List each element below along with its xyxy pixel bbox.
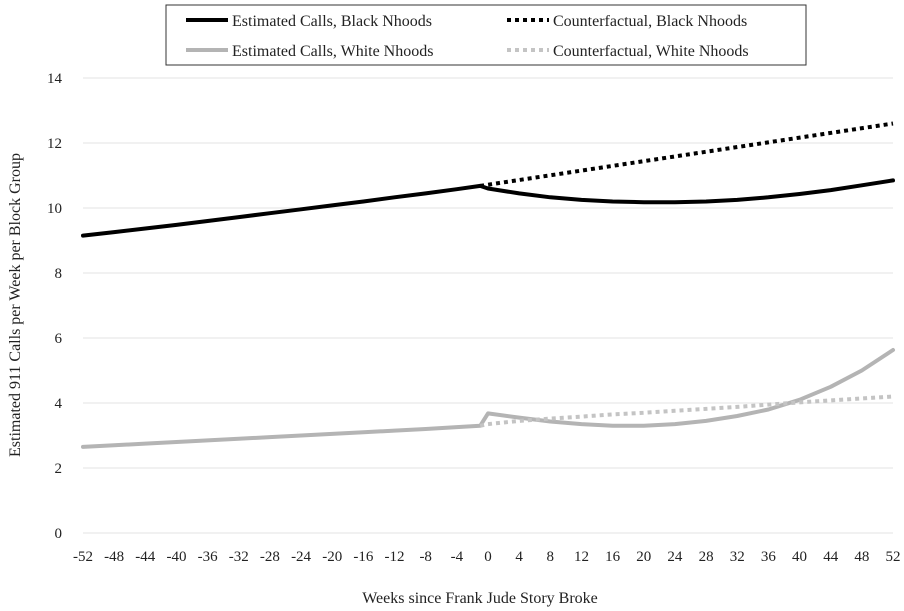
x-tick-label: 12	[574, 549, 589, 565]
x-tick-label: -48	[104, 549, 124, 565]
x-tick-label: -12	[385, 549, 405, 565]
y-tick-label: 6	[55, 331, 63, 347]
series-line-2	[81, 348, 895, 449]
x-tick-label: -52	[73, 549, 93, 565]
x-tick-label: -36	[198, 549, 218, 565]
x-tick-label: 0	[484, 549, 492, 565]
x-tick-label: 20	[636, 549, 651, 565]
x-tick-label: 28	[699, 549, 714, 565]
x-tick-label: -8	[419, 549, 432, 565]
x-tick-labels: -52 -48 -44 -40 -36 -32 -28 -24 -20 -16 -12 -8 -4 0 4 8…	[73, 549, 901, 565]
x-tick-label: 48	[854, 549, 869, 565]
x-tick-label: 8	[547, 549, 555, 565]
y-tick-label: 12	[47, 136, 62, 152]
x-tick-label: -4	[451, 549, 464, 565]
legend-label: Estimated Calls, White Nhoods	[232, 43, 433, 60]
y-tick-label: 2	[55, 461, 63, 477]
legend-label: Estimated Calls, Black Nhoods	[232, 13, 432, 30]
series-line-3	[479, 394, 894, 428]
x-tick-label: -16	[353, 549, 373, 565]
x-tick-label: 24	[667, 549, 683, 565]
x-tick-label: -20	[322, 549, 342, 565]
x-tick-label: 44	[823, 549, 839, 565]
series-lines	[81, 121, 895, 449]
x-tick-label: -44	[135, 549, 155, 565]
x-tick-label: 4	[515, 549, 523, 565]
x-tick-label: -40	[166, 549, 186, 565]
x-tick-label: -28	[260, 549, 280, 565]
y-tick-label: 0	[55, 526, 63, 542]
x-tick-label: 36	[761, 549, 777, 565]
legend-label: Counterfactual, White Nhoods	[553, 43, 749, 60]
x-tick-label: 52	[886, 549, 901, 565]
y-tick-label: 14	[47, 71, 63, 87]
legend-label: Counterfactual, Black Nhoods	[553, 13, 747, 30]
x-axis-label: Weeks since Frank Jude Story Broke	[362, 590, 598, 607]
x-tick-label: 32	[730, 549, 745, 565]
series-line-1	[479, 121, 894, 188]
y-tick-label: 8	[55, 266, 63, 282]
x-tick-label: -24	[291, 549, 311, 565]
gridlines	[83, 77, 893, 534]
y-tick-labels: 0 2 4 6 8 10 12 14	[47, 71, 63, 542]
x-tick-label: 40	[792, 549, 807, 565]
x-tick-label: -32	[229, 549, 249, 565]
series-line-0	[81, 178, 895, 238]
x-tick-label: 16	[605, 549, 621, 565]
legend-box	[165, 4, 807, 66]
y-tick-label: 10	[47, 201, 62, 217]
y-tick-label: 4	[55, 396, 63, 412]
legend: Estimated Calls, Black Nhoods Counterfact…	[165, 4, 807, 66]
y-axis-label: Estimated 911 Calls per Week per Block G…	[7, 153, 24, 457]
